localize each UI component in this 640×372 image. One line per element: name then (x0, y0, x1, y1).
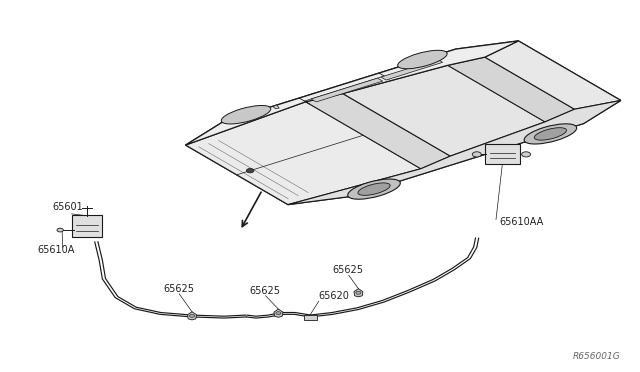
Text: 65610AA: 65610AA (499, 217, 543, 227)
Polygon shape (448, 57, 575, 122)
Polygon shape (343, 65, 545, 156)
Text: 65625: 65625 (163, 284, 194, 294)
Polygon shape (186, 41, 621, 205)
Circle shape (356, 291, 361, 294)
Circle shape (472, 152, 481, 157)
FancyBboxPatch shape (72, 215, 102, 237)
Polygon shape (288, 100, 621, 205)
FancyBboxPatch shape (485, 144, 520, 164)
Polygon shape (354, 289, 363, 297)
Ellipse shape (534, 128, 566, 140)
Ellipse shape (358, 183, 390, 195)
Circle shape (276, 312, 281, 315)
Text: 65625: 65625 (333, 265, 364, 275)
Polygon shape (186, 41, 518, 145)
Polygon shape (381, 60, 443, 80)
Polygon shape (273, 105, 279, 109)
Polygon shape (311, 78, 383, 102)
Text: R656001G: R656001G (573, 352, 621, 361)
Circle shape (246, 169, 254, 173)
Text: 65610A: 65610A (37, 245, 74, 255)
Polygon shape (188, 312, 196, 320)
Text: 65601: 65601 (52, 202, 83, 212)
Circle shape (522, 152, 531, 157)
Ellipse shape (524, 124, 577, 144)
Text: 65625: 65625 (250, 286, 280, 296)
Text: 65620: 65620 (319, 291, 349, 301)
Ellipse shape (397, 50, 447, 69)
Circle shape (57, 228, 63, 232)
Ellipse shape (221, 106, 271, 124)
Polygon shape (306, 94, 451, 169)
Ellipse shape (348, 179, 401, 199)
Bar (304, 315, 317, 320)
Polygon shape (186, 102, 421, 205)
Polygon shape (274, 309, 283, 317)
Circle shape (189, 314, 195, 317)
Polygon shape (485, 41, 621, 109)
